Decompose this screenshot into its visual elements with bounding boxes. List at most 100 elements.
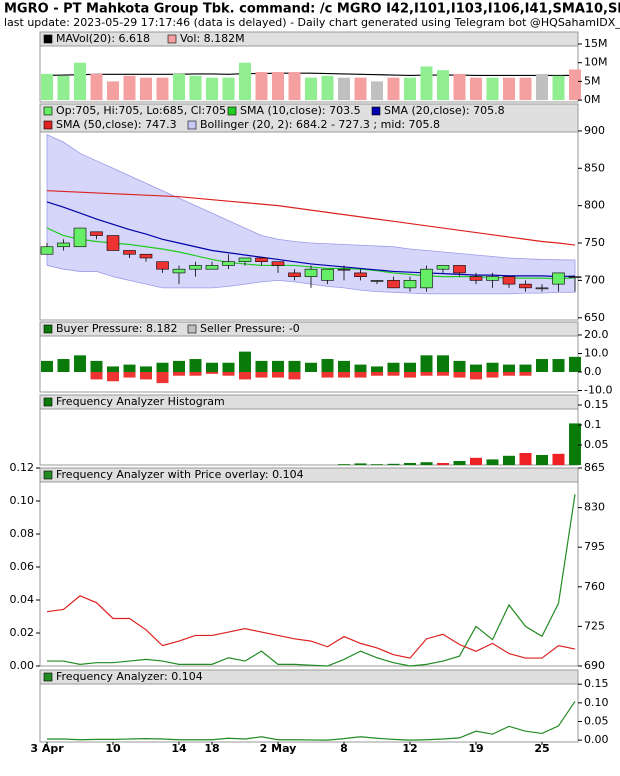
candle-body	[403, 280, 417, 289]
y-tick-label: 15M	[584, 37, 608, 50]
y-tick-label: 0.08	[10, 527, 35, 540]
bar	[453, 372, 466, 378]
bar	[107, 81, 119, 101]
bar	[437, 70, 449, 101]
y-tick-label: 850	[584, 161, 605, 174]
x-tick-label: 14	[171, 742, 187, 755]
candle-body	[519, 283, 532, 289]
bar	[437, 355, 449, 372]
candle-body	[40, 246, 54, 255]
bar	[404, 77, 416, 101]
bar	[189, 372, 202, 376]
bar	[453, 461, 466, 465]
bar	[156, 77, 169, 101]
legend-label: Bollinger (20, 2): 684.2 - 727.3 ; mid: …	[200, 118, 440, 131]
bar	[420, 66, 433, 101]
candle-body	[486, 276, 499, 281]
legend-swatch	[167, 34, 177, 44]
bar	[255, 360, 268, 372]
candle-body	[552, 272, 565, 285]
bar	[239, 351, 251, 372]
bar	[90, 73, 103, 101]
bar	[57, 75, 70, 101]
bar	[569, 423, 581, 465]
bar	[371, 81, 383, 101]
y-tick-label: 800	[584, 199, 605, 212]
bar	[470, 372, 482, 380]
candle-body	[106, 235, 120, 251]
y-tick-label: 0.15	[584, 398, 609, 411]
panel-header	[39, 321, 579, 337]
bar	[503, 77, 515, 101]
legend-label: Op:705, Hi:705, Lo:685, Cl:705	[56, 104, 226, 117]
chart-title: MGRO - PT Mahkota Group Tbk. command: /c…	[4, 2, 620, 17]
bar	[57, 359, 70, 372]
bar	[387, 77, 400, 101]
bar	[255, 372, 268, 378]
legend-swatch	[43, 397, 53, 407]
legend-swatch	[187, 324, 197, 334]
legend-swatch	[43, 324, 53, 334]
y-tick-label: 650	[584, 311, 605, 324]
bar	[536, 359, 548, 372]
y-tick-label: 0.10	[584, 696, 609, 709]
x-tick-label: 8	[340, 742, 348, 755]
candle-body	[420, 268, 433, 289]
panel-title: Frequency Analyzer Histogram	[56, 395, 225, 408]
candle-body	[288, 272, 301, 277]
bar	[470, 77, 482, 101]
bar	[272, 72, 284, 101]
panel-header	[39, 394, 579, 410]
y-tick-label: 0.10	[10, 494, 35, 507]
candle-body	[139, 253, 153, 259]
candle-body	[123, 250, 136, 255]
candle-body	[502, 276, 516, 285]
bar	[173, 372, 185, 376]
y-tick-label: 0.15	[584, 677, 609, 690]
bar	[536, 73, 548, 101]
x-tick-label: 25	[534, 742, 549, 755]
y-tick-label: 0.04	[10, 593, 35, 606]
bar	[41, 73, 53, 101]
candle-body	[535, 287, 549, 290]
legend-swatch	[227, 106, 237, 116]
bar	[206, 372, 218, 374]
candle-body	[189, 265, 202, 270]
bar	[123, 364, 136, 372]
bar	[321, 372, 334, 378]
bar	[420, 372, 433, 376]
bar	[338, 360, 350, 372]
x-tick-label: 18	[204, 742, 219, 755]
candle-body	[304, 268, 318, 277]
y-tick-label: 750	[584, 236, 605, 249]
bar	[503, 364, 515, 372]
y-tick-label: 0.00	[10, 659, 35, 672]
candle-body	[453, 265, 466, 274]
bar	[470, 457, 482, 465]
y-tick-label: 900	[584, 124, 605, 137]
x-tick-label: 12	[402, 742, 417, 755]
bar	[272, 360, 284, 372]
y-tick-label: 10.0	[584, 346, 609, 359]
x-tick-label: 19	[468, 742, 483, 755]
bar	[90, 360, 103, 372]
y-tick-label: 0.05	[584, 714, 609, 727]
bar	[321, 359, 334, 372]
candle-body	[354, 272, 367, 277]
bar	[371, 366, 383, 372]
bar	[74, 355, 86, 372]
bar	[519, 453, 532, 465]
y-tick-label: 0.0	[584, 365, 602, 378]
bar	[453, 73, 466, 101]
candle-body	[172, 268, 186, 274]
bar	[41, 360, 53, 372]
legend-label: Vol: 8.182M	[180, 32, 245, 45]
bar	[536, 455, 548, 465]
bar	[503, 372, 515, 376]
panel-header	[39, 467, 579, 483]
bar	[420, 355, 433, 372]
candle-body	[57, 242, 70, 248]
candle-body	[436, 265, 450, 270]
bar	[569, 69, 581, 101]
